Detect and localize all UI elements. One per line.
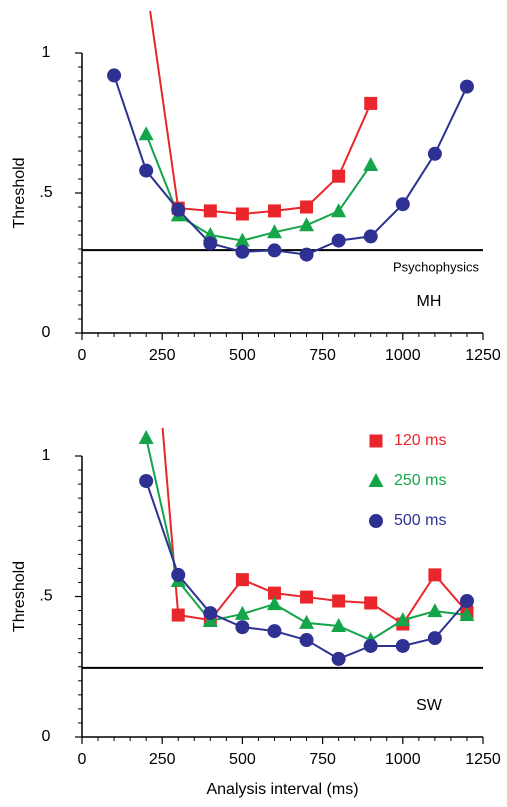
marker <box>428 568 442 582</box>
series-line <box>145 437 468 642</box>
marker <box>427 631 442 646</box>
x-tick-label: 1000 <box>385 751 421 768</box>
marker <box>331 233 346 248</box>
marker <box>267 624 282 639</box>
marker <box>234 232 250 247</box>
x-axis-label: Analysis interval (ms) <box>206 781 358 798</box>
marker <box>364 596 378 610</box>
marker <box>171 567 186 582</box>
marker <box>266 596 282 611</box>
x-tick-label: 1250 <box>465 751 501 768</box>
x-tick-label: 250 <box>149 347 176 364</box>
marker <box>300 590 314 604</box>
marker <box>299 614 315 629</box>
legend-label: 120 ms <box>394 432 446 449</box>
marker <box>395 638 410 653</box>
marker <box>331 203 347 218</box>
marker <box>395 612 411 627</box>
y-tick-label: .5 <box>39 588 52 605</box>
marker <box>267 586 281 600</box>
x-tick-label: 1250 <box>465 347 501 364</box>
marker <box>266 224 282 239</box>
x-tick-label: 500 <box>229 347 256 364</box>
reference-label: Psychophysics <box>393 260 479 275</box>
marker <box>459 79 474 94</box>
plot-area <box>138 225 475 666</box>
marker <box>363 229 378 244</box>
x-tick-label: 250 <box>149 751 176 768</box>
marker <box>171 202 186 217</box>
marker <box>139 163 154 178</box>
marker <box>364 96 378 110</box>
marker <box>427 603 443 618</box>
marker <box>369 434 383 448</box>
marker <box>299 217 315 232</box>
marker <box>363 157 379 171</box>
marker <box>299 633 314 648</box>
marker <box>331 651 346 666</box>
marker <box>331 618 347 633</box>
marker <box>203 204 217 218</box>
y-tick-label: 0 <box>42 324 51 341</box>
marker <box>203 236 218 251</box>
marker <box>235 620 250 635</box>
marker <box>138 126 154 141</box>
series-line <box>145 133 372 242</box>
y-tick-label: 1 <box>42 44 51 61</box>
marker <box>107 68 122 83</box>
x-tick-label: 0 <box>78 751 87 768</box>
marker <box>299 247 314 262</box>
x-tick-label: 750 <box>309 751 336 768</box>
marker <box>267 204 281 218</box>
marker <box>395 197 410 212</box>
series-line <box>161 427 468 626</box>
y-tick-label: 1 <box>42 447 51 464</box>
series-line <box>113 75 468 256</box>
x-tick-label: 0 <box>78 347 87 364</box>
y-tick-label: .5 <box>39 184 52 201</box>
marker <box>234 605 250 620</box>
marker <box>332 594 346 608</box>
marker <box>368 473 384 487</box>
marker <box>138 430 154 445</box>
legend-label: 250 ms <box>394 472 446 489</box>
marker <box>459 593 474 608</box>
series-line <box>145 480 468 660</box>
panel-label: SW <box>416 697 443 714</box>
legend-label: 500 ms <box>394 512 446 529</box>
plot-area <box>107 11 474 262</box>
x-tick-label: 750 <box>309 347 336 364</box>
marker <box>300 200 314 214</box>
y-tick-label: 0 <box>42 728 51 745</box>
marker <box>171 608 185 622</box>
marker <box>203 606 218 621</box>
marker <box>459 607 475 622</box>
marker <box>363 638 378 653</box>
x-tick-label: 500 <box>229 751 256 768</box>
marker <box>427 146 442 161</box>
marker <box>140 225 153 238</box>
x-tick-label: 1000 <box>385 347 421 364</box>
marker <box>332 169 346 183</box>
panel-label: MH <box>417 293 442 310</box>
marker <box>235 207 249 221</box>
marker <box>267 243 282 258</box>
marker <box>235 244 250 259</box>
y-axis-label: Threshold <box>11 157 28 228</box>
marker <box>139 474 154 489</box>
marker <box>369 514 383 528</box>
y-axis-label: Threshold <box>11 561 28 632</box>
marker <box>235 573 249 587</box>
